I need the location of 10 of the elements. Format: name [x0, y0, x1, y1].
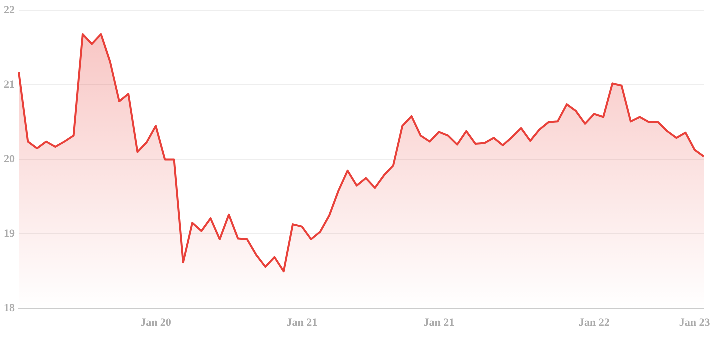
y-tick-label: 19	[4, 228, 16, 240]
y-tick-label: 18	[4, 302, 16, 315]
y-tick-label: 20	[4, 154, 16, 166]
x-tick-label: Jan 21	[424, 317, 455, 330]
x-tick-label: Jan 22	[578, 317, 610, 330]
y-tick-label: 22	[4, 4, 16, 16]
x-tick-label: Jan 23	[679, 317, 711, 330]
x-tick-label: Jan 21	[286, 317, 318, 330]
y-tick-label: 21	[4, 78, 15, 91]
x-tick-label: Jan 20	[140, 317, 172, 330]
